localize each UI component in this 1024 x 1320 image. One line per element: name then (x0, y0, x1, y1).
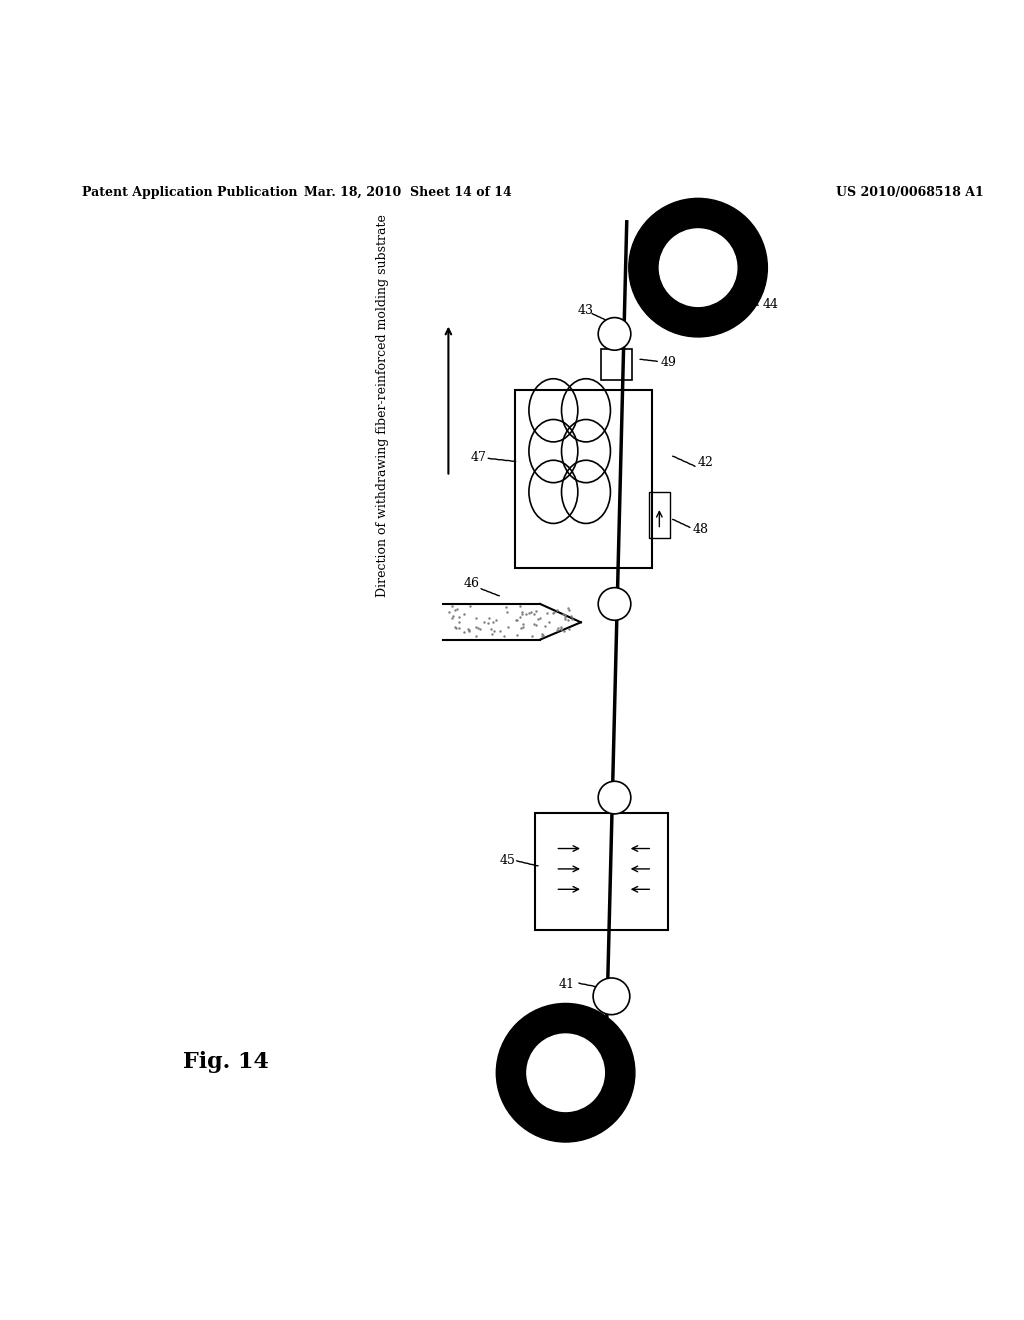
Circle shape (527, 1034, 604, 1111)
Text: 50: 50 (505, 1086, 520, 1100)
Circle shape (497, 1003, 635, 1142)
Text: 44: 44 (762, 298, 778, 312)
Bar (535, 813, 668, 931)
Text: 41: 41 (558, 978, 574, 991)
Bar (515, 389, 652, 569)
Text: Patent Application Publication: Patent Application Publication (82, 186, 297, 199)
Bar (649, 492, 670, 537)
Circle shape (629, 198, 767, 337)
Text: 51: 51 (668, 227, 683, 240)
Bar (601, 350, 632, 380)
Text: 48: 48 (693, 523, 709, 536)
Text: Direction of withdrawing fiber-reinforced molding substrate: Direction of withdrawing fiber-reinforce… (376, 214, 389, 597)
Circle shape (598, 781, 631, 814)
Text: Fig. 14: Fig. 14 (183, 1051, 269, 1073)
Text: Mar. 18, 2010  Sheet 14 of 14: Mar. 18, 2010 Sheet 14 of 14 (304, 186, 512, 199)
Circle shape (593, 978, 630, 1015)
Circle shape (598, 587, 631, 620)
Text: 49: 49 (660, 356, 676, 370)
Text: 45: 45 (500, 854, 515, 867)
Text: 46: 46 (464, 577, 479, 590)
Circle shape (659, 228, 737, 306)
Text: 42: 42 (698, 457, 714, 470)
Circle shape (598, 318, 631, 350)
Text: 47: 47 (471, 451, 486, 465)
Text: US 2010/0068518 A1: US 2010/0068518 A1 (836, 186, 983, 199)
Text: 43: 43 (578, 304, 594, 317)
